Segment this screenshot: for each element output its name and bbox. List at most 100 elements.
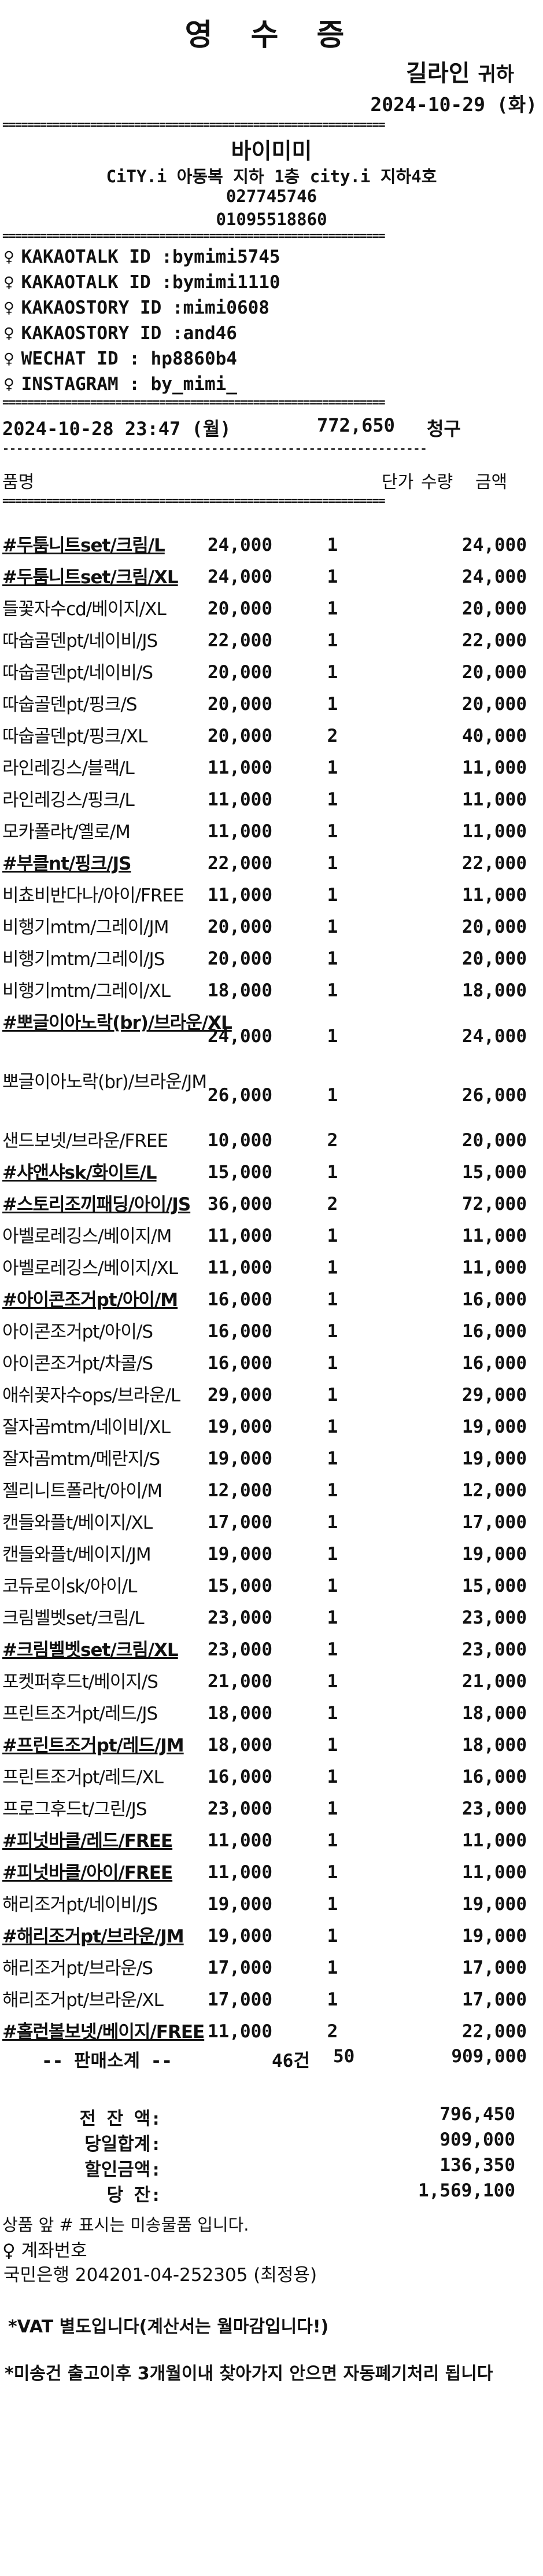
vat-note: *VAT 별도입니다(계산서는 월마감입니다!): [8, 2317, 329, 2337]
contact-line: ♀ KAKAOTALK ID :bymimi5745: [0, 246, 543, 272]
item-name: #두툼니트set/크림/XL: [2, 567, 179, 588]
item-price: 23,000: [208, 1798, 272, 1819]
item-amount: 20,000: [462, 694, 527, 715]
item-price: 20,000: [208, 694, 272, 715]
item-name: #스토리조끼패딩/아이/JS: [2, 1194, 191, 1215]
item-amount: 72,000: [462, 1194, 527, 1215]
item-qty: 1: [327, 630, 338, 651]
item-row: 캔들와플t/베이지/XL 17,000 1 17,000: [0, 1504, 543, 1536]
item-amount: 22,000: [462, 630, 527, 651]
item-row: 들꽃자수cd/베이지/XL 20,000 1 20,000: [0, 590, 543, 622]
item-name: 라인레깅스/블랙/L: [2, 758, 135, 779]
account-title: ♀ 계좌번호: [0, 2236, 543, 2261]
item-amount: 16,000: [462, 1767, 527, 1787]
item-name: #아이콘조거pt/아이/M: [2, 1290, 178, 1311]
item-name: 잘자곰mtm/네이비/XL: [2, 1417, 171, 1438]
contact-line: ♀ KAKAOSTORY ID :and46: [0, 323, 543, 348]
recipient: 길라인 귀하: [0, 54, 543, 89]
item-price: 20,000: [208, 726, 272, 746]
item-price: 29,000: [208, 1385, 272, 1405]
item-price: 16,000: [208, 1321, 272, 1342]
item-row: 라인레깅스/핑크/L 11,000 1 11,000: [0, 781, 543, 813]
item-row: 아벨로레깅스/베이지/M 11,000 1 11,000: [0, 1217, 543, 1249]
item-price: 24,000: [208, 566, 272, 587]
double-rule: ========================================…: [2, 233, 386, 240]
item-name: 모카폴라t/옐로/M: [2, 822, 131, 842]
subtotal-qty: 50: [333, 2046, 355, 2067]
item-row: 아벨로레깅스/베이지/XL 11,000 1 11,000: [0, 1249, 543, 1281]
total-label: 당 잔:: [106, 2185, 161, 2206]
recipient-suffix: 귀하: [478, 63, 514, 86]
item-row: 코듀로이sk/아이/L 15,000 1 15,000: [0, 1567, 543, 1599]
item-amount: 20,000: [462, 598, 527, 619]
column-qty: 수량: [421, 472, 453, 492]
item-qty: 2: [327, 1194, 338, 1215]
item-amount: 11,000: [462, 789, 527, 810]
item-qty: 1: [327, 1989, 338, 2010]
item-row: 라인레깅스/블랙/L 11,000 1 11,000: [0, 749, 543, 781]
subtotal-row: -- 판매소계 -- 46건 50 909,000: [0, 2045, 543, 2074]
item-name: 아이콘조거pt/아이/S: [2, 1322, 153, 1342]
column-header: 품명 단가 수량 금액: [0, 459, 543, 498]
item-row: 비쵸비반다나/아이/FREE 11,000 1 11,000: [0, 877, 543, 908]
item-qty: 1: [327, 1385, 338, 1405]
item-name: 해리조거pt/브라운/XL: [2, 1990, 164, 2011]
item-price: 19,000: [208, 1448, 272, 1469]
item-amount: 11,000: [462, 1830, 527, 1851]
item-row: #부클nt/핑크/JS 22,000 1 22,000: [0, 845, 543, 877]
double-rule: ========================================…: [2, 399, 386, 406]
item-name: 샌드보넷/브라운/FREE: [2, 1131, 168, 1151]
item-amount: 17,000: [462, 1512, 527, 1533]
item-amount: 20,000: [462, 1130, 527, 1151]
item-amount: 16,000: [462, 1353, 527, 1374]
item-price: 11,000: [208, 1862, 272, 1883]
item-row: #크림벨벳set/크림/XL 23,000 1 23,000: [0, 1631, 543, 1663]
item-row: 프린트조거pt/레드/XL 16,000 1 16,000: [0, 1758, 543, 1790]
item-amount: 22,000: [462, 2021, 527, 2042]
item-amount: 15,000: [462, 1576, 527, 1596]
contact-line: ♀ INSTAGRAM : by_mimi_: [0, 374, 543, 399]
item-qty: 1: [327, 821, 338, 842]
item-qty: 1: [327, 1257, 338, 1278]
item-price: 16,000: [208, 1767, 272, 1787]
item-price: 18,000: [208, 980, 272, 1001]
item-qty: 1: [327, 1321, 338, 1342]
subtotal-amount: 909,000: [451, 2046, 527, 2067]
item-amount: 40,000: [462, 726, 527, 746]
item-amount: 11,000: [462, 757, 527, 778]
unsent-note: 상품 앞 # 표시는 미송물품 입니다.: [2, 2215, 249, 2235]
item-row: 애쉬꽃자수ops/브라운/L 29,000 1 29,000: [0, 1377, 543, 1408]
item-row: 모카폴라t/옐로/M 11,000 1 11,000: [0, 813, 543, 845]
item-name: 뽀글이아노락(br)/브라운/JM: [2, 1072, 207, 1092]
item-amount: 23,000: [462, 1607, 527, 1628]
contact-text: KAKAOSTORY ID :mimi0608: [21, 297, 269, 318]
subtotal-kinds: 46건: [272, 2051, 310, 2071]
item-name: 비행기mtm/그레이/JS: [2, 949, 165, 970]
item-qty: 1: [327, 1703, 338, 1724]
item-name: #프린트조거pt/레드/JM: [2, 1735, 184, 1756]
item-name: 코듀로이sk/아이/L: [2, 1576, 137, 1597]
item-qty: 1: [327, 598, 338, 619]
item-row: 해리조거pt/브라운/XL 17,000 1 17,000: [0, 1981, 543, 2013]
item-price: 11,000: [208, 885, 272, 906]
double-rule: ========================================…: [2, 122, 386, 128]
item-qty: 1: [327, 1830, 338, 1851]
item-price: 11,000: [208, 2021, 272, 2042]
item-price: 23,000: [208, 1639, 272, 1660]
item-price: 19,000: [208, 1894, 272, 1915]
item-price: 19,000: [208, 1544, 272, 1565]
item-name: #홀런볼보넷/베이지/FREE: [2, 2022, 205, 2043]
order-amount: 772,650: [317, 414, 395, 436]
item-qty: 1: [327, 1607, 338, 1628]
item-qty: 1: [327, 1162, 338, 1183]
item-qty: 1: [327, 1226, 338, 1246]
item-price: 21,000: [208, 1671, 272, 1692]
item-qty: 1: [327, 1735, 338, 1756]
item-qty: 1: [327, 1480, 338, 1501]
item-row: 캔들와플t/베이지/JM 19,000 1 19,000: [0, 1536, 543, 1567]
item-name: #두툼니트set/크림/L: [2, 535, 165, 556]
item-name: #해리조거pt/브라운/JM: [2, 1926, 184, 1947]
item-amount: 12,000: [462, 1480, 527, 1501]
item-amount: 11,000: [462, 1862, 527, 1883]
item-qty: 1: [327, 885, 338, 906]
